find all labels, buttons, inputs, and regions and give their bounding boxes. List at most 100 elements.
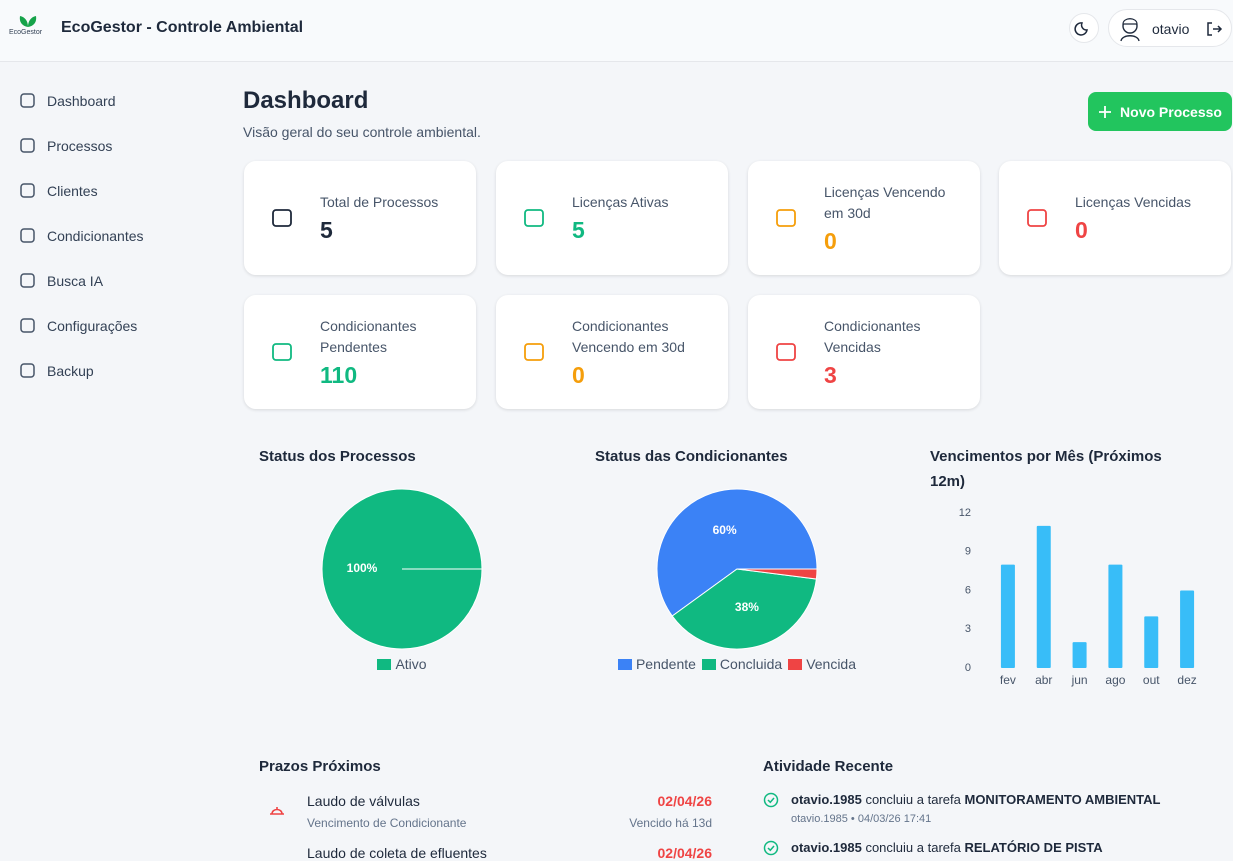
activity-task: MONITORAMENTO AMBIENTAL xyxy=(964,792,1161,807)
sidebar-icon xyxy=(20,138,35,153)
x-tick-label: abr xyxy=(1035,673,1052,687)
card-value: 0 xyxy=(1075,217,1088,243)
slice-label: 60% xyxy=(713,523,737,537)
card-text: Condicionantes Pendentes 110 xyxy=(320,316,460,389)
logout-icon[interactable] xyxy=(1205,20,1223,38)
icon-shape xyxy=(767,797,775,804)
bar xyxy=(1108,564,1123,668)
card-text: Licenças Vencendo em 30d 0 xyxy=(824,182,964,255)
pie-slice xyxy=(671,568,817,650)
legend-label: Concluida xyxy=(719,656,783,672)
sidebar-label: Dashboard xyxy=(47,92,116,109)
activity-text: otavio.1985 concluiu a tarefa MONITORAME… xyxy=(791,792,1160,807)
legend-swatch xyxy=(617,659,632,670)
card-text: Licenças Ativas 5 xyxy=(572,192,712,244)
activity-text: otavio.1985 concluiu a tarefa RELATÓRIO … xyxy=(791,840,1103,855)
activity-meta: otavio.1985 • 04/03/26 17:41 xyxy=(791,813,932,825)
sidebar-label: Clientes xyxy=(47,182,98,199)
card-label: Licenças Vencidas xyxy=(1075,194,1191,210)
bar xyxy=(1000,564,1015,668)
y-tick-label: 12 xyxy=(959,507,971,519)
card-icon xyxy=(776,343,796,361)
sidebar-item[interactable]: Configurações xyxy=(19,317,137,334)
sidebar-item[interactable]: Condicionantes xyxy=(19,227,144,244)
y-tick-label: 3 xyxy=(965,623,971,635)
card-value: 5 xyxy=(320,217,333,243)
new-process-button[interactable]: Novo Processo xyxy=(1088,92,1232,131)
bar xyxy=(1036,525,1051,668)
icon-shape xyxy=(776,343,796,361)
x-tick-label: fev xyxy=(1000,673,1016,687)
y-tick-label: 6 xyxy=(965,584,971,596)
x-tick-label: dez xyxy=(1177,673,1196,687)
icon-shape xyxy=(20,228,35,243)
plus-icon xyxy=(1099,105,1112,118)
icon-shape xyxy=(524,343,544,361)
sidebar-label: Condicionantes xyxy=(47,227,144,244)
y-tick-label: 9 xyxy=(965,546,971,558)
header: EcoGestor EcoGestor - Controle Ambiental… xyxy=(0,0,1233,62)
sidebar-icon xyxy=(20,318,35,333)
bar-chart: 0 3 6 9 12 fev abr jun ago out dez xyxy=(959,507,1197,687)
card-icon xyxy=(1027,209,1047,227)
bar xyxy=(1072,642,1087,668)
logo-text: EcoGestor xyxy=(9,29,43,36)
activity-user: otavio.1985 xyxy=(791,840,862,855)
sidebar-item[interactable]: Dashboard xyxy=(19,92,116,109)
pie-slice xyxy=(656,488,818,617)
card-icon xyxy=(272,209,292,227)
card-text: Licenças Vencidas 0 xyxy=(1075,192,1215,244)
activity-title: Atividade Recente xyxy=(763,758,894,775)
icon-shape xyxy=(767,845,775,852)
icon-shape xyxy=(20,363,35,378)
theme-toggle[interactable] xyxy=(1069,13,1099,43)
legend-item: Ativo xyxy=(377,656,427,672)
bar xyxy=(1180,590,1195,668)
icon-shape xyxy=(763,840,779,856)
sidebar-item[interactable]: Backup xyxy=(19,362,94,379)
card-label: Licenças Ativas xyxy=(572,194,669,210)
check-icon xyxy=(763,840,779,856)
stat-card: Condicionantes Vencendo em 30d 0 xyxy=(496,295,728,409)
icon-shape xyxy=(20,318,35,333)
icon-shape xyxy=(20,183,35,198)
sidebar-item[interactable]: Clientes xyxy=(19,182,98,199)
card-icon xyxy=(524,343,544,361)
activity-action: concluiu a tarefa xyxy=(865,792,961,807)
card-value: 0 xyxy=(824,227,837,254)
sidebar-icon xyxy=(20,228,35,243)
legend-swatch xyxy=(377,659,392,670)
x-tick-label: out xyxy=(1143,673,1160,687)
stat-card: Total de Processos 5 xyxy=(244,161,476,275)
legend-label: Pendente xyxy=(635,656,696,672)
card-label: Condicionantes Vencendo em 30d xyxy=(572,317,685,355)
card-label: Licenças Vencendo em 30d xyxy=(824,183,946,221)
legend: Pendente Concluida Vencida xyxy=(587,656,887,672)
deadline-detail: Vencimento de Condicionante xyxy=(307,816,467,830)
sidebar-item[interactable]: Busca IA xyxy=(19,272,103,289)
icon-shape xyxy=(272,343,292,361)
icon-shape xyxy=(1027,209,1047,227)
pie-chart: 100% xyxy=(321,488,483,650)
sidebar-icon xyxy=(20,273,35,288)
deadline-date: 02/04/26 xyxy=(657,845,713,861)
pie-chart: 60% 38% xyxy=(656,488,818,650)
card-text: Total de Processos 5 xyxy=(320,192,460,244)
icon-shape xyxy=(272,209,292,227)
icon-shape xyxy=(20,93,35,108)
legend-label: Vencida xyxy=(806,656,857,672)
legend: Ativo xyxy=(252,656,552,672)
check-icon xyxy=(763,792,779,808)
deadline-icon xyxy=(270,807,284,815)
sidebar-item[interactable]: Processos xyxy=(19,137,112,154)
legend-item: Concluida xyxy=(701,656,783,672)
legend-swatch xyxy=(701,659,716,670)
y-tick-label: 0 xyxy=(965,662,971,674)
user-menu[interactable]: otavio xyxy=(1108,9,1232,47)
card-label: Condicionantes Pendentes xyxy=(320,317,417,355)
slice-label: 38% xyxy=(735,600,759,614)
card-text: Condicionantes Vencendo em 30d 0 xyxy=(572,316,712,389)
card-icon xyxy=(776,209,796,227)
app-title: EcoGestor - Controle Ambiental xyxy=(61,19,304,36)
